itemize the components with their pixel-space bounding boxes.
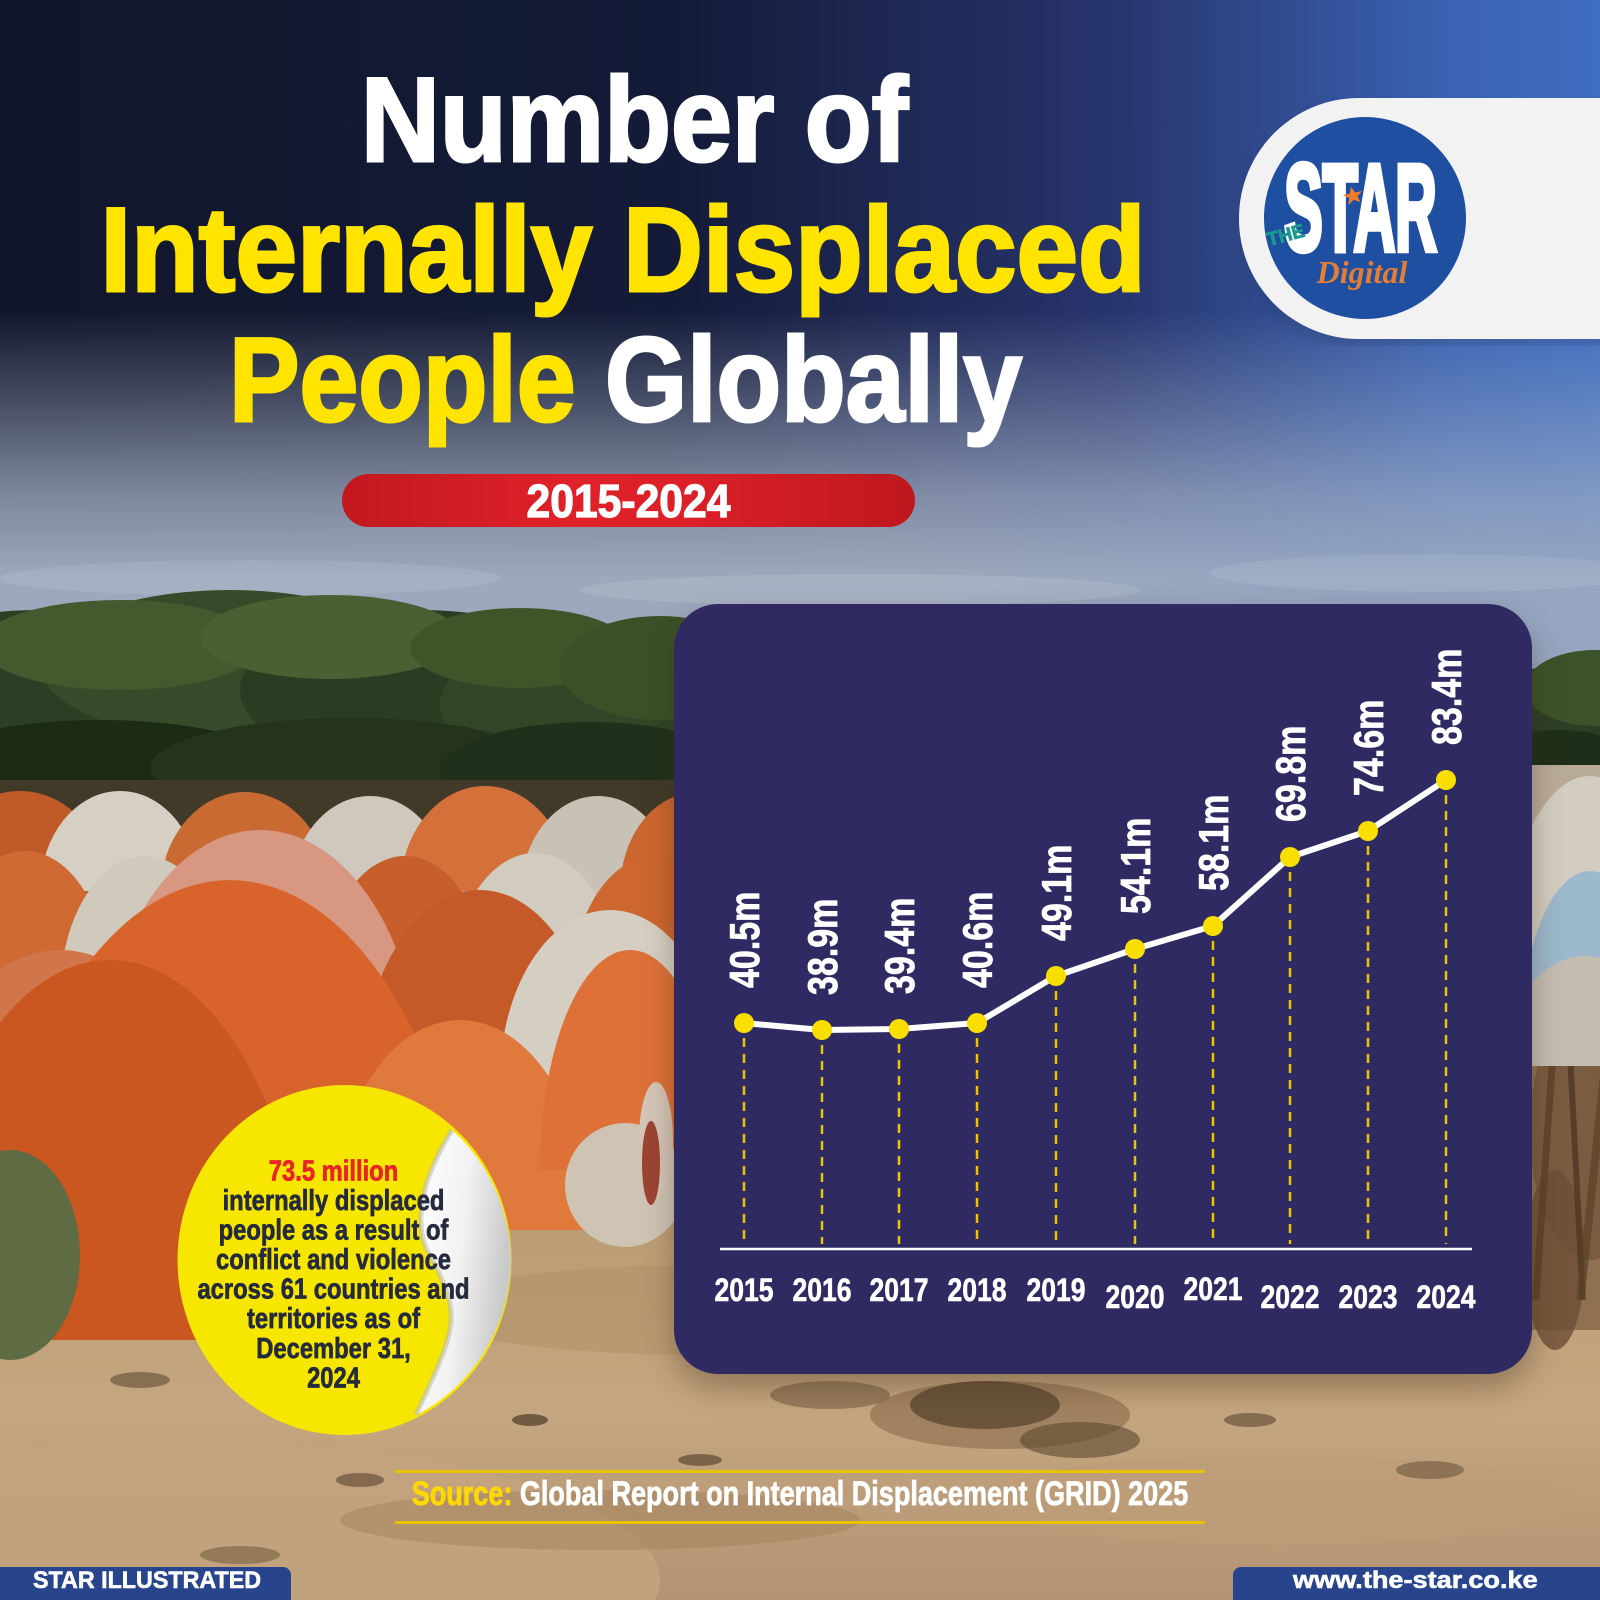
svg-text:54.1m: 54.1m bbox=[1113, 818, 1160, 914]
svg-text:39.4m: 39.4m bbox=[877, 898, 924, 994]
svg-text:December 31,: December 31, bbox=[256, 1332, 411, 1365]
svg-text:58.1m: 58.1m bbox=[1191, 795, 1238, 891]
svg-text:40.5m: 40.5m bbox=[722, 892, 769, 988]
svg-text:83.4m: 83.4m bbox=[1424, 649, 1471, 745]
svg-text:49.1m: 49.1m bbox=[1034, 845, 1081, 941]
svg-text:internally displaced: internally displaced bbox=[223, 1184, 445, 1217]
svg-text:40.6m: 40.6m bbox=[955, 892, 1002, 988]
svg-text:2024: 2024 bbox=[307, 1361, 360, 1394]
svg-text:2018: 2018 bbox=[947, 1273, 1006, 1309]
svg-text:2017: 2017 bbox=[869, 1273, 928, 1309]
svg-text:2015: 2015 bbox=[714, 1273, 773, 1309]
svg-text:38.9m: 38.9m bbox=[800, 899, 847, 995]
svg-text:2019: 2019 bbox=[1026, 1273, 1085, 1309]
svg-text:2023: 2023 bbox=[1338, 1280, 1397, 1316]
svg-text:2016: 2016 bbox=[792, 1273, 851, 1309]
svg-text:conflict and violence: conflict and violence bbox=[216, 1243, 451, 1276]
svg-text:across 61 countries and: across 61 countries and bbox=[197, 1272, 469, 1305]
svg-text:2020: 2020 bbox=[1105, 1280, 1164, 1316]
svg-text:STAR: STAR bbox=[1284, 140, 1437, 277]
svg-text:69.8m: 69.8m bbox=[1268, 726, 1315, 822]
svg-text:74.6m: 74.6m bbox=[1346, 700, 1393, 796]
svg-text:73.5 million: 73.5 million bbox=[269, 1154, 398, 1187]
svg-text:2024: 2024 bbox=[1416, 1280, 1476, 1316]
svg-text:2022: 2022 bbox=[1260, 1280, 1319, 1316]
svg-text:Digital: Digital bbox=[1316, 254, 1408, 290]
svg-text:territories as of: territories as of bbox=[247, 1302, 420, 1335]
svg-text:people as a result of: people as a result of bbox=[219, 1213, 449, 1246]
svg-text:2021: 2021 bbox=[1183, 1272, 1242, 1308]
